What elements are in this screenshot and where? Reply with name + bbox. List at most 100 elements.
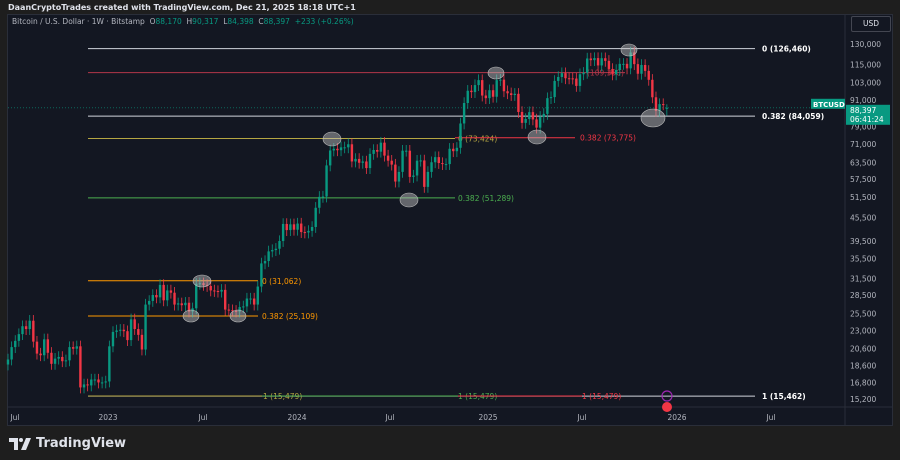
candle <box>173 292 176 305</box>
price-tick: 16,800 <box>850 378 876 387</box>
time-tick: 2025 <box>478 413 497 422</box>
candle <box>473 85 477 93</box>
price-tick: 31,500 <box>850 274 876 283</box>
event-icon <box>661 390 673 402</box>
candle <box>216 291 220 293</box>
candle <box>394 164 397 182</box>
candle <box>567 78 571 80</box>
candle <box>108 346 111 382</box>
candle <box>618 63 621 70</box>
candle <box>614 69 618 75</box>
candle <box>220 289 223 292</box>
candle <box>79 346 82 388</box>
candle <box>231 310 234 312</box>
candle <box>122 329 126 332</box>
candle <box>383 142 386 156</box>
candle <box>390 160 393 165</box>
open-value: 88,170 <box>155 17 182 26</box>
candle <box>126 331 129 341</box>
candle <box>564 73 567 79</box>
candle <box>205 284 209 286</box>
price-tick: 51,500 <box>850 193 876 202</box>
candle <box>611 68 614 75</box>
candle <box>271 250 274 252</box>
candle <box>506 91 509 94</box>
candle <box>350 144 354 162</box>
candle <box>119 329 122 331</box>
candle <box>633 52 636 65</box>
candle <box>151 295 154 301</box>
time-tick: 2023 <box>98 413 117 422</box>
candle <box>71 347 75 349</box>
candle <box>82 384 86 388</box>
candle <box>524 119 527 123</box>
time-tick: Jul <box>576 413 586 422</box>
price-tick: 103,000 <box>850 79 881 88</box>
currency-button[interactable]: USD <box>851 16 891 32</box>
candle <box>57 356 60 359</box>
chart-panel[interactable] <box>7 14 893 426</box>
symbol-legend: Bitcoin / U.S. Dollar · 1W · Bitstamp O8… <box>12 17 354 26</box>
candle <box>111 331 115 347</box>
candle <box>256 286 259 305</box>
highlight-circle <box>192 274 212 288</box>
candle <box>184 302 187 306</box>
candle <box>622 63 625 65</box>
symbol-title: Bitcoin / U.S. Dollar · 1W · Bitstamp <box>12 17 145 26</box>
price-tag <box>846 104 890 125</box>
candle <box>318 196 321 208</box>
candle <box>368 153 372 169</box>
candle <box>376 149 379 152</box>
candle <box>202 283 205 285</box>
candle <box>137 329 140 335</box>
candle <box>477 80 480 86</box>
candle <box>328 150 332 166</box>
candle <box>654 97 658 111</box>
candle <box>35 341 39 354</box>
candle <box>549 97 553 99</box>
price-tick: 79,000 <box>850 122 876 131</box>
candle <box>303 232 307 234</box>
candle <box>267 251 270 262</box>
candle <box>104 381 107 383</box>
candle <box>643 64 647 71</box>
close-label: C <box>258 17 264 26</box>
candle <box>557 76 560 81</box>
candle <box>10 347 13 360</box>
fib-level-label: 0 (126,460) <box>762 45 811 54</box>
fib-level-label: 0.382 (51,289) <box>458 194 514 203</box>
highlight-circle <box>487 66 505 80</box>
fib-level-label: 1 (15,462) <box>762 392 806 401</box>
candle <box>520 111 524 123</box>
highlight-circle <box>527 129 547 145</box>
candle <box>93 379 97 381</box>
candle <box>14 340 17 348</box>
price-tick: 115,000 <box>850 60 881 69</box>
candle <box>68 347 71 361</box>
candle <box>307 230 310 233</box>
candle <box>300 223 303 233</box>
bar-countdown: 06:41:24 <box>850 115 884 124</box>
candle <box>180 303 183 306</box>
candle <box>589 58 593 61</box>
candle <box>39 353 42 356</box>
candle <box>97 379 100 383</box>
candle <box>195 283 198 309</box>
candle <box>310 226 314 231</box>
candle <box>260 263 263 287</box>
candle <box>86 384 89 386</box>
candle <box>162 284 165 301</box>
candle <box>593 58 596 61</box>
candle <box>499 79 502 81</box>
price-tick: 39,500 <box>850 237 876 246</box>
candle <box>607 60 611 69</box>
candle <box>361 161 364 163</box>
candle <box>263 261 267 264</box>
candle <box>281 223 285 242</box>
candle <box>213 290 216 292</box>
candle <box>129 319 133 341</box>
candle <box>466 90 469 103</box>
candle <box>100 382 104 384</box>
tradingview-logo[interactable]: TradingView <box>9 436 126 451</box>
